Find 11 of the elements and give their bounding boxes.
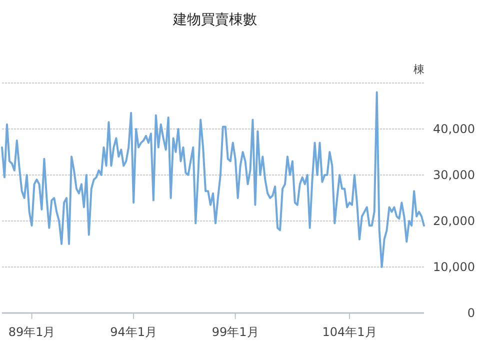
xtick-label: 99年1月 bbox=[212, 325, 259, 339]
ytick-label: 40,000 bbox=[433, 122, 475, 136]
ylabel: 棟 bbox=[414, 63, 424, 76]
xtick-label: 94年1月 bbox=[110, 325, 158, 339]
title: 建物買賣棟數 bbox=[173, 12, 257, 28]
xtick-label: 104年1月 bbox=[322, 325, 377, 339]
ytick-label: 0 bbox=[467, 306, 475, 320]
ytick-label: 10,000 bbox=[433, 260, 475, 274]
ytick-label: 30,000 bbox=[433, 168, 475, 182]
xtick-label: 89年1月 bbox=[8, 325, 56, 339]
ytick-label: 20,000 bbox=[433, 214, 475, 228]
